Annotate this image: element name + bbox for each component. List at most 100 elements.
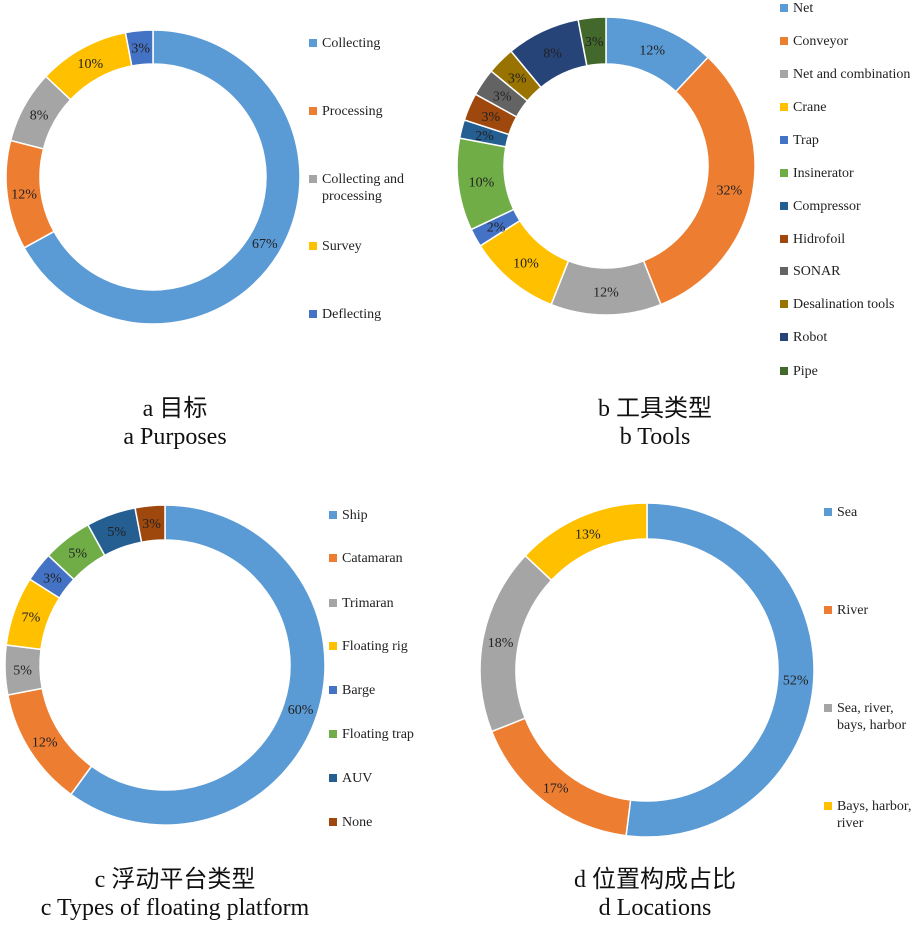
legend-label: Net and combination: [793, 67, 911, 82]
legend-label: Collecting and processing: [322, 172, 405, 204]
legend-swatch: [824, 802, 832, 810]
legend-swatch: [329, 686, 337, 694]
legend-swatch: [780, 235, 788, 243]
data-label: 2%: [475, 129, 494, 144]
legend-swatch: [780, 202, 788, 210]
legend-item: Floating trap: [329, 726, 414, 743]
donut-slice-ship: [69, 504, 326, 826]
legend-label: Crane: [793, 100, 827, 115]
donut-slice-deflecting: [124, 29, 154, 67]
legend-item: SONAR: [780, 263, 840, 280]
legend-item: Net and combination: [780, 66, 910, 83]
data-label: 10%: [469, 176, 495, 191]
legend-swatch: [780, 267, 788, 275]
legend-label: Compressor: [793, 199, 861, 214]
legend-swatch: [329, 599, 337, 607]
legend-label: Ship: [342, 508, 368, 523]
legend-item: Barge: [329, 682, 375, 699]
legend-item: Desalination tools: [780, 296, 895, 313]
caption-en: d Locations: [598, 895, 712, 921]
data-label: 3%: [142, 517, 161, 532]
legend-item: Compressor: [780, 198, 861, 215]
data-label: 12%: [593, 286, 619, 301]
donut-slice-sea: [625, 502, 815, 838]
legend-purposes: Collecting Processing Collecting and proce…: [309, 35, 424, 335]
data-label: 32%: [716, 184, 742, 199]
donut-slice-bays-harbor-river: [524, 502, 648, 582]
donut-slice-pipe: [577, 16, 607, 67]
legend-item: Ship: [329, 507, 368, 524]
legend-label: Pipe: [793, 364, 818, 379]
legend-item: Bays, harbor, river: [824, 798, 922, 832]
legend-swatch: [329, 774, 337, 782]
data-label: 10%: [78, 57, 104, 72]
caption-floating-platform: c 浮动平台类型 c Types of floating platform: [0, 866, 350, 922]
legend-floating-platform: Ship Catamaran Trimaran Floating rig Barge Fl…: [329, 507, 429, 837]
legend-swatch: [780, 333, 788, 341]
legend-label: Hidrofoil: [793, 232, 846, 247]
legend-item: River: [824, 602, 868, 619]
caption-locations: d 位置构成占比 d Locations: [505, 866, 805, 922]
caption-en: a Purposes: [123, 424, 227, 450]
data-label: 3%: [508, 71, 527, 86]
caption-cn: b 工具类型: [598, 396, 712, 422]
legend-label: Desalination tools: [793, 297, 895, 312]
legend-item: AUV: [329, 770, 372, 787]
data-label: 5%: [68, 546, 87, 561]
legend-swatch: [329, 642, 337, 650]
legend-swatch: [824, 606, 832, 614]
legend-label: Conveyor: [793, 34, 849, 49]
legend-swatch: [780, 37, 788, 45]
legend-item: Trimaran: [329, 595, 394, 612]
legend-label: AUV: [342, 771, 373, 786]
legend-item: Insinerator: [780, 165, 854, 182]
legend-label: Barge: [342, 683, 376, 698]
data-label: 60%: [288, 703, 314, 718]
legend-label: Collecting: [322, 36, 381, 51]
donut-slice-collecting: [23, 29, 301, 325]
legend-label: River: [837, 603, 869, 618]
legend-item: Collecting: [309, 35, 380, 52]
data-label: 3%: [493, 89, 512, 104]
caption-purposes: a 目标 a Purposes: [40, 395, 310, 451]
legend-label: Net: [793, 1, 814, 16]
data-label: 67%: [252, 237, 278, 252]
legend-swatch: [824, 704, 832, 712]
legend-item: Sea, river, bays, harbor: [824, 700, 922, 734]
legend-label: Processing: [322, 104, 383, 119]
legend-item: Floating rig: [329, 638, 408, 655]
legend-swatch: [329, 511, 337, 519]
data-label: 5%: [107, 525, 126, 540]
legend-label: Sea, river, bays, harbor: [837, 701, 907, 733]
legend-item: Catamaran: [329, 550, 403, 567]
legend-item: Trap: [780, 132, 819, 149]
caption-cn: d 位置构成占比: [574, 867, 736, 893]
data-label: 3%: [585, 35, 604, 50]
data-label: 12%: [32, 735, 58, 750]
legend-swatch: [309, 242, 317, 250]
legend-swatch: [329, 554, 337, 562]
legend-swatch: [329, 730, 337, 738]
legend-swatch: [309, 107, 317, 115]
legend-item: Conveyor: [780, 33, 848, 50]
legend-swatch: [780, 70, 788, 78]
legend-label: Trimaran: [342, 596, 394, 611]
legend-swatch: [780, 169, 788, 177]
caption-tools: b 工具类型 b Tools: [520, 395, 790, 451]
legend-item: Sea: [824, 504, 857, 521]
legend-swatch: [309, 39, 317, 47]
legend-item: Crane: [780, 99, 826, 116]
legend-swatch: [309, 310, 317, 318]
data-label: 13%: [575, 527, 601, 542]
legend-label: Floating trap: [342, 727, 414, 742]
caption-cn: a 目标: [142, 396, 208, 422]
legend-tools: Net Conveyor Net and combination Crane Trap I…: [780, 0, 922, 385]
legend-label: Bays, harbor, river: [837, 799, 912, 831]
data-label: 3%: [131, 42, 150, 57]
donut-slice-river: [490, 717, 632, 837]
legend-label: Deflecting: [322, 307, 382, 322]
legend-item: Robot: [780, 329, 827, 346]
legend-item: Pipe: [780, 363, 818, 380]
